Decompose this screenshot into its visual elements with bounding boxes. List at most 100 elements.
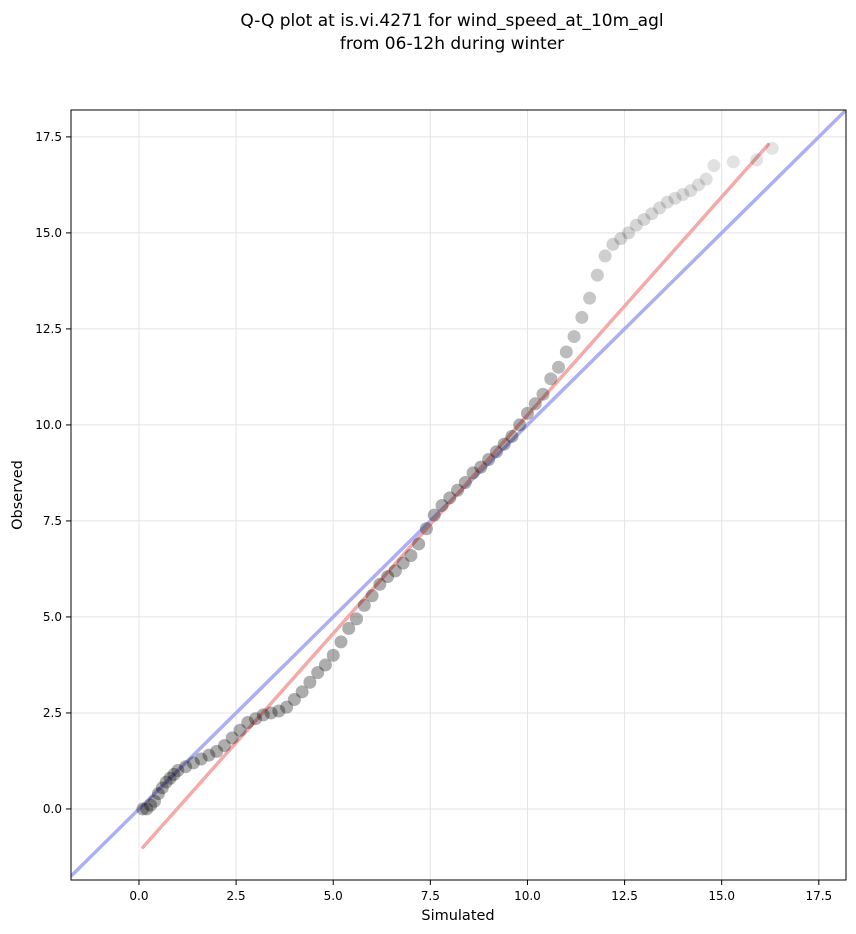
data-point xyxy=(159,775,173,789)
grid xyxy=(71,110,846,880)
data-point xyxy=(520,406,534,420)
data-point xyxy=(155,781,169,795)
data-point xyxy=(225,731,239,745)
data-point xyxy=(249,712,263,726)
data-point xyxy=(311,666,325,680)
plot-frame xyxy=(70,109,847,881)
data-point xyxy=(660,195,674,209)
data-point xyxy=(590,268,604,282)
data-point xyxy=(544,372,558,386)
data-point xyxy=(765,141,779,155)
data-point xyxy=(404,548,418,562)
data-point xyxy=(365,589,379,603)
data-point xyxy=(699,172,713,186)
data-point xyxy=(194,752,208,766)
data-point xyxy=(179,760,193,774)
data-point xyxy=(186,756,200,770)
x-tick-label: 0.0 xyxy=(129,889,148,903)
data-point xyxy=(536,387,550,401)
fit-line xyxy=(141,142,771,850)
data-point xyxy=(419,522,433,536)
data-point xyxy=(388,564,402,578)
data-point xyxy=(489,445,503,459)
data-point xyxy=(144,798,158,812)
data-point xyxy=(303,675,317,689)
y-tick-label: 10.0 xyxy=(35,418,62,432)
chart-title: Q-Q plot at is.vi.4271 for wind_speed_at… xyxy=(240,11,663,31)
reference-lines xyxy=(71,110,846,878)
x-tick-label: 17.5 xyxy=(805,889,832,903)
data-point xyxy=(726,155,740,169)
x-tick-label: 12.5 xyxy=(611,889,638,903)
data-point xyxy=(171,764,185,778)
data-point xyxy=(637,212,651,226)
data-point xyxy=(505,429,519,443)
data-point xyxy=(280,700,294,714)
data-point xyxy=(256,708,270,722)
y-tick-label: 12.5 xyxy=(35,322,62,336)
data-point xyxy=(427,508,441,522)
data-point xyxy=(552,360,566,374)
data-point xyxy=(272,704,286,718)
data-point xyxy=(210,744,224,758)
data-point xyxy=(381,570,395,584)
data-point xyxy=(653,201,667,215)
data-point xyxy=(497,437,511,451)
data-point xyxy=(318,658,332,672)
data-point xyxy=(466,466,480,480)
data-point xyxy=(482,452,496,466)
data-point xyxy=(148,794,162,808)
y-tick-label: 7.5 xyxy=(43,514,62,528)
data-point xyxy=(167,767,181,781)
x-tick-label: 10.0 xyxy=(514,889,541,903)
y-tick-label: 5.0 xyxy=(43,610,62,624)
x-axis: 0.0 2.5 5.0 7.5 10.0 12.5 15.0 17.5 xyxy=(129,880,832,903)
data-point xyxy=(350,612,364,626)
data-point xyxy=(342,621,356,635)
data-point xyxy=(621,226,635,240)
data-point xyxy=(684,184,698,198)
data-point xyxy=(326,648,340,662)
data-point xyxy=(435,499,449,513)
data-point xyxy=(357,598,371,612)
data-point xyxy=(412,537,426,551)
data-point xyxy=(598,249,612,263)
data-point xyxy=(334,635,348,649)
data-points xyxy=(136,141,779,816)
x-tick-label: 5.0 xyxy=(324,889,343,903)
data-point xyxy=(241,716,255,730)
data-point xyxy=(474,460,488,474)
x-tick-label: 2.5 xyxy=(227,889,246,903)
data-point xyxy=(707,159,721,173)
data-point xyxy=(151,787,165,801)
data-point xyxy=(528,397,542,411)
data-point xyxy=(575,310,589,324)
chart-subtitle: from 06-12h during winter xyxy=(340,34,564,54)
data-point xyxy=(443,491,457,505)
data-point xyxy=(606,237,620,251)
data-point xyxy=(559,345,573,359)
data-point xyxy=(396,556,410,570)
x-tick-label: 15.0 xyxy=(708,889,735,903)
data-point xyxy=(750,153,764,167)
data-point xyxy=(676,187,690,201)
y-tick-label: 17.5 xyxy=(35,130,62,144)
data-point xyxy=(691,178,705,192)
x-axis-label: Simulated xyxy=(421,908,494,924)
data-point xyxy=(264,706,278,720)
x-tick-label: 7.5 xyxy=(421,889,440,903)
data-point xyxy=(287,693,301,707)
data-point xyxy=(451,483,465,497)
data-point xyxy=(513,418,527,432)
y-tick-label: 15.0 xyxy=(35,226,62,240)
data-point xyxy=(163,771,177,785)
data-point xyxy=(614,232,628,246)
data-point xyxy=(217,739,231,753)
data-point xyxy=(295,685,309,699)
y-axis: 0.0 2.5 5.0 7.5 10.0 12.5 15.0 17.5 xyxy=(35,130,71,816)
data-point xyxy=(136,802,150,816)
data-point xyxy=(668,191,682,205)
y-tick-label: 0.0 xyxy=(43,802,62,816)
data-point xyxy=(202,748,216,762)
